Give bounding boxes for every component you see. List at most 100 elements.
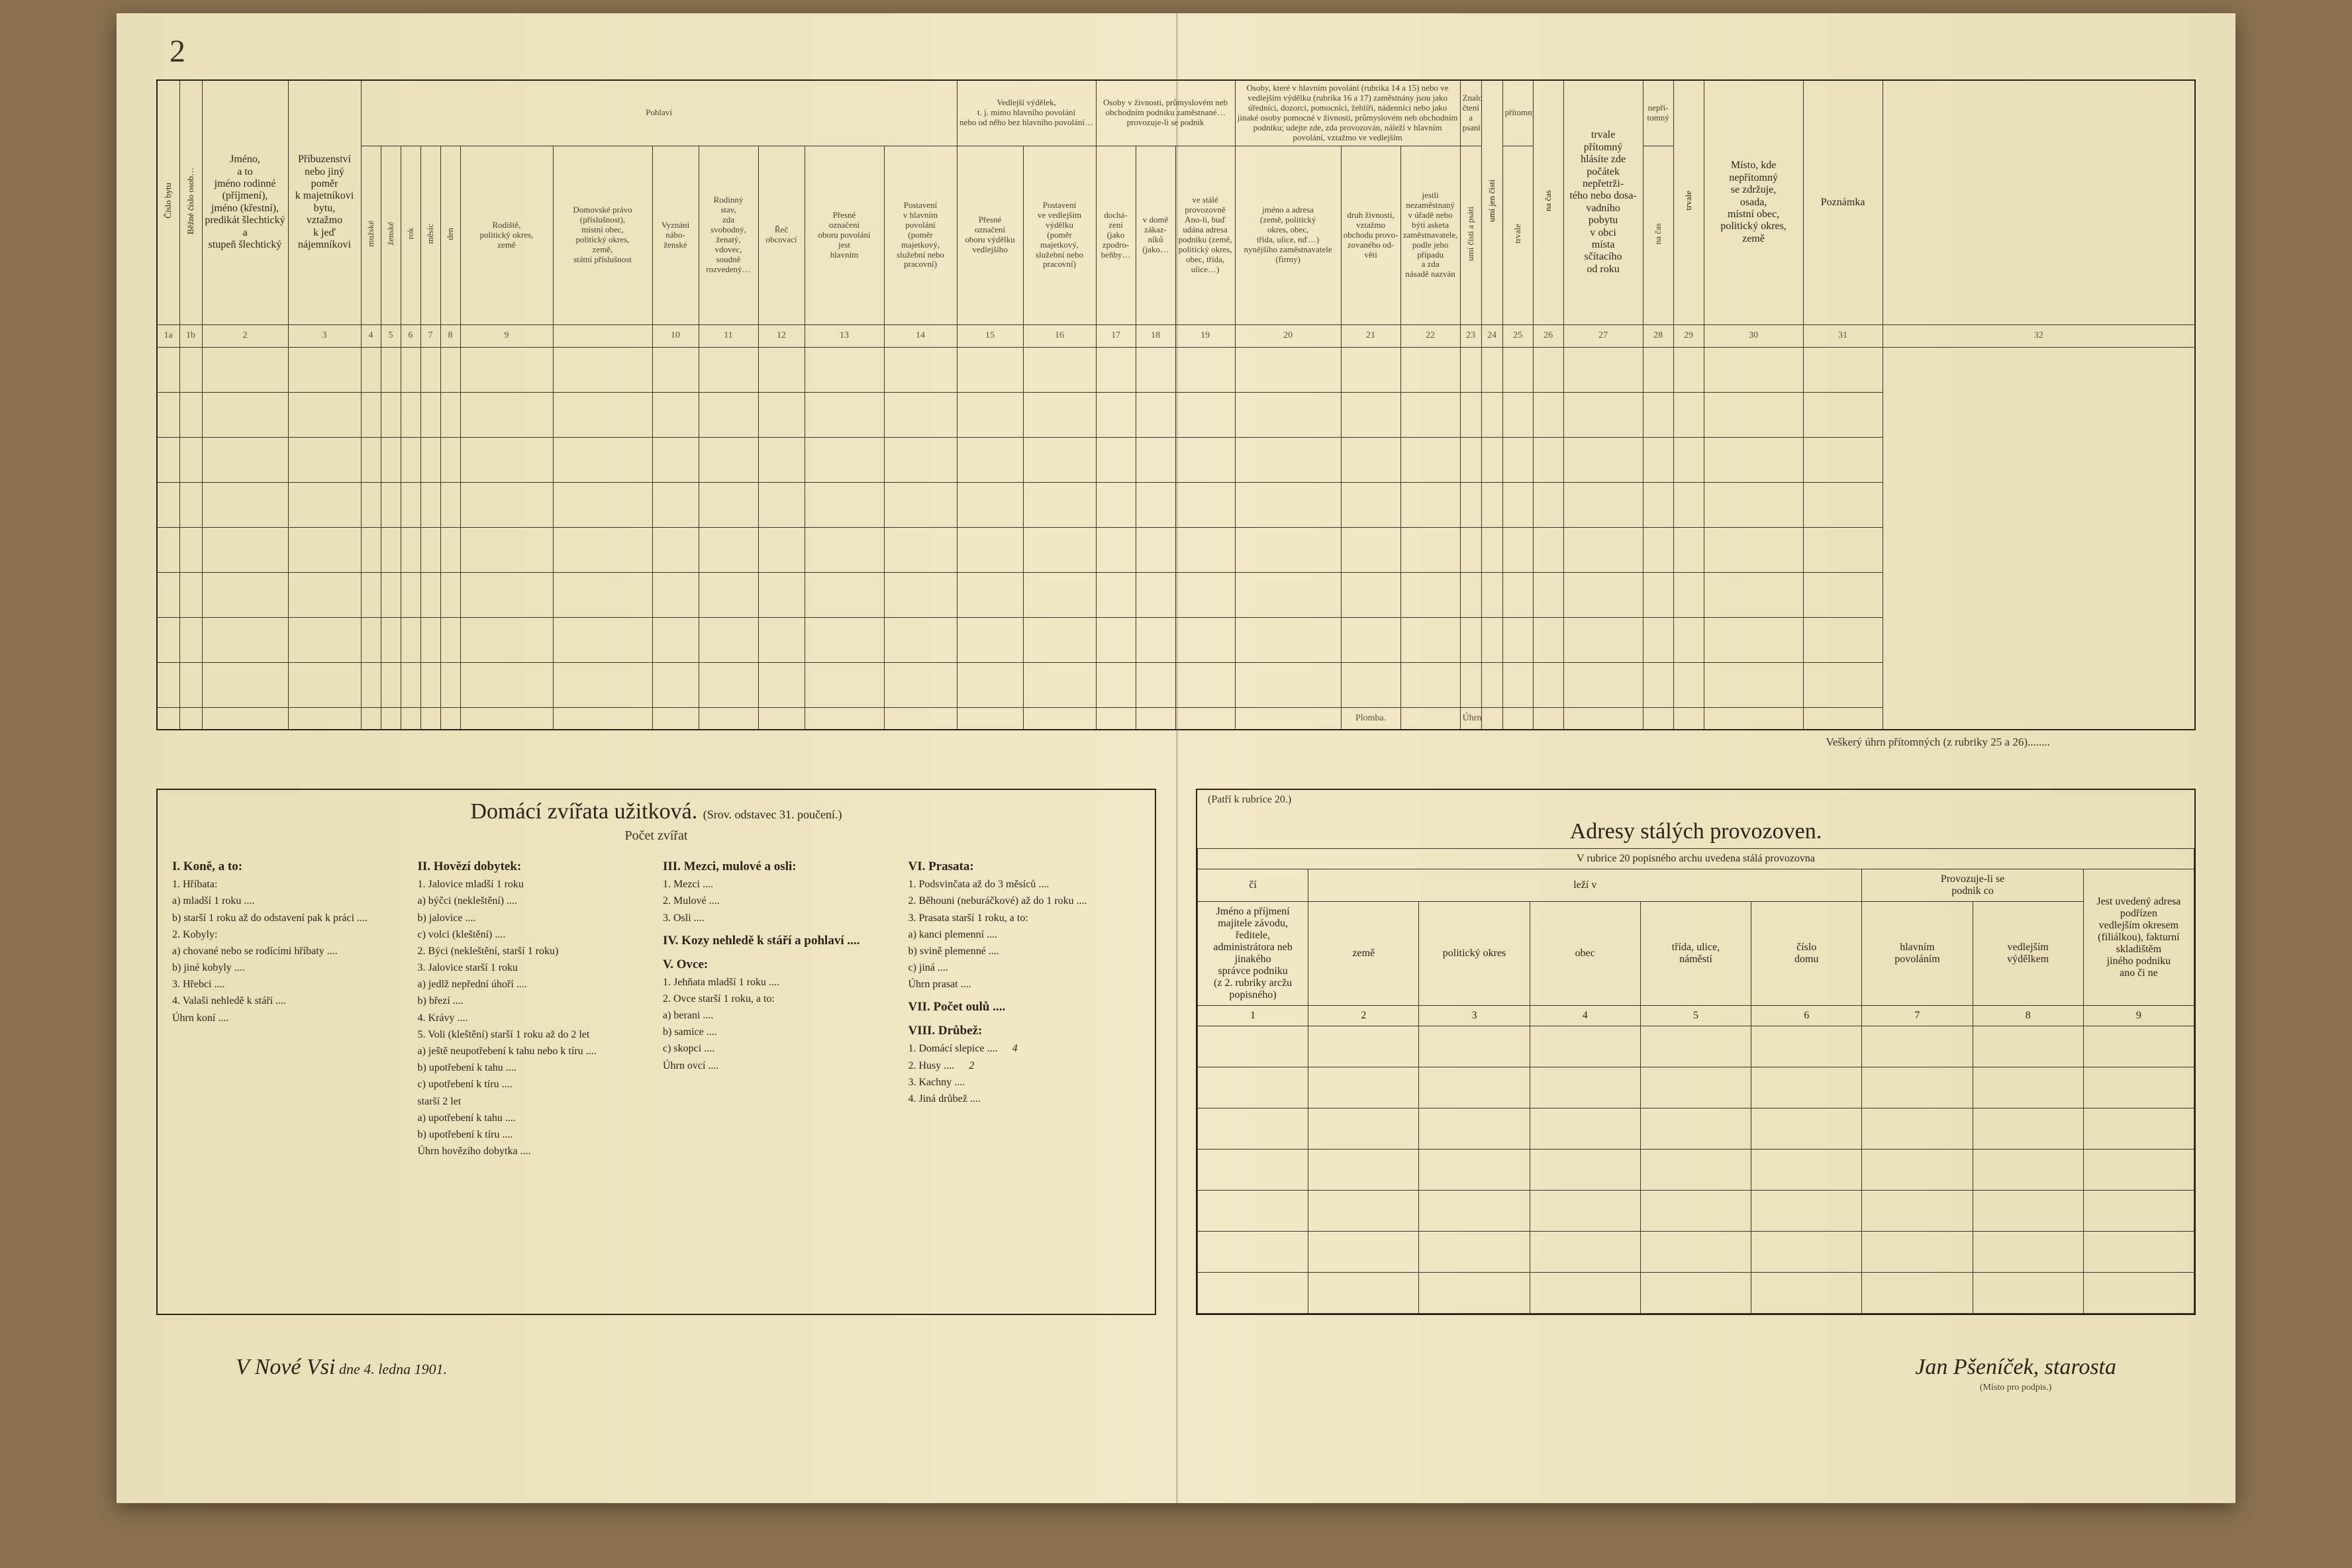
column-number: 3 <box>288 324 361 347</box>
column-number: 15 <box>957 324 1023 347</box>
livestock-line: c) volci (kleštění) .... <box>418 928 650 941</box>
column-number: 14 <box>884 324 957 347</box>
column-number: 8 <box>440 324 460 347</box>
livestock-line: b) jiné kobyly .... <box>172 961 405 974</box>
column-number <box>553 324 652 347</box>
livestock-line: b) březí .... <box>418 995 650 1007</box>
livestock-line: 2. Husy ....2 <box>908 1059 1141 1072</box>
livestock-columns: I. Koně, a to:1. Hříbata:a) mladší 1 rok… <box>158 850 1155 1175</box>
table-row <box>1198 1026 2194 1067</box>
livestock-value: 2 <box>954 1059 974 1072</box>
livestock-line: b) upotřebení k tíru .... <box>418 1128 650 1141</box>
column-header: mužské <box>361 146 381 324</box>
column-number: 7 <box>420 324 440 347</box>
column-number: 32 <box>1883 324 2195 347</box>
addresses-group: leží v <box>1308 869 1862 902</box>
column-header: Postavení v hlavním povolání (poměr maje… <box>884 146 957 324</box>
livestock-line: a) ještě neupotřebení k tahu nebo k tíru… <box>418 1045 650 1057</box>
livestock-line: 1. Mezci .... <box>663 878 895 891</box>
column-header: Příbuzenství nebo jiný poměr k majetníko… <box>288 80 361 324</box>
addresses-colnum: 2 <box>1308 1006 1419 1026</box>
column-header: umí čísti a psáti <box>1460 146 1481 324</box>
column-header: jméno a adresa (země, politický okres, o… <box>1235 146 1341 324</box>
table-row <box>1198 1191 2194 1232</box>
livestock-line: 1. Domácí slepice ....4 <box>908 1042 1141 1055</box>
addresses-colnum: 1 <box>1198 1006 1308 1026</box>
column-number: 9 <box>460 324 553 347</box>
column-group: nepří- tomný <box>1643 80 1673 146</box>
column-number: 1b <box>179 324 202 347</box>
livestock-line: 2. Ovce starší 1 roku, a to: <box>663 993 895 1005</box>
column-number: 31 <box>1803 324 1883 347</box>
table-row <box>1198 1273 2194 1314</box>
livestock-section: VII. Počet oulů .... <box>908 1000 1141 1014</box>
column-number: 4 <box>361 324 381 347</box>
livestock-column: III. Mezci, mulové a osli:1. Mezci ....2… <box>656 850 902 1161</box>
column-group: Znalost čtení a psaní <box>1460 80 1481 146</box>
livestock-column: II. Hovězí dobytek:1. Jalovice mladší 1 … <box>411 850 657 1161</box>
column-number: 25 <box>1502 324 1533 347</box>
addresses-note: (Patří k rubrice 20.) <box>1208 794 1291 806</box>
column-number: 30 <box>1704 324 1803 347</box>
livestock-line: a) chované nebo se rodícími hříbaty .... <box>172 945 405 957</box>
column-group: Vedlejší výdělek, t. j. mimo hlavního po… <box>957 80 1096 146</box>
page-number: 2 <box>170 33 185 70</box>
addresses-table: V rubrice 20 popisného archu uvedena stá… <box>1197 848 2194 1314</box>
livestock-line: 2. Býci (nekleštění, starší 1 roku) <box>418 945 650 957</box>
table-row <box>1198 1067 2194 1108</box>
column-number: 12 <box>758 324 805 347</box>
column-header: dochá- zení (jako zpodro- beňby… <box>1096 146 1136 324</box>
column-header: trvale <box>1673 80 1704 324</box>
signature-place: V Nové Vsi <box>236 1355 335 1379</box>
addresses-colnum: 3 <box>1419 1006 1530 1026</box>
column-header: Jméno, a to jméno rodinné (příjmení), jm… <box>202 80 288 324</box>
addresses-group: Provozuje-li se podnik co <box>1862 869 2083 902</box>
livestock-line: 3. Osli .... <box>663 912 895 924</box>
column-header: Místo, kde nepřítomný se zdržuje, osada,… <box>1704 80 1803 324</box>
column-header: Přesné označení oboru povolání jest hlav… <box>805 146 884 324</box>
column-number: 27 <box>1563 324 1643 347</box>
livestock-line: 2. Kobyly: <box>172 928 405 941</box>
livestock-section: II. Hovězí dobytek: <box>418 859 650 874</box>
column-header: Řeč obcovací <box>758 146 805 324</box>
livestock-line: b) upotřebení k tahu .... <box>418 1061 650 1074</box>
livestock-line: a) kanci plemenní .... <box>908 928 1141 941</box>
livestock-line: 4. Jiná drůbež .... <box>908 1093 1141 1105</box>
addresses-title: Adresy stálých provozoven. <box>1197 810 2194 848</box>
column-header: Rodinný stav, zda svobodný, ženatý, vdov… <box>699 146 758 324</box>
column-number: 5 <box>381 324 401 347</box>
livestock-line: a) upotřebení k tahu .... <box>418 1112 650 1124</box>
signature-left: V Nové Vsi dne 4. ledna 1901. <box>236 1355 447 1393</box>
column-header: Rodiště, politický okres, země <box>460 146 553 324</box>
column-header: umí jen čísti <box>1481 80 1502 324</box>
page-fold <box>1176 13 1178 1503</box>
livestock-column: I. Koně, a to:1. Hříbata:a) mladší 1 rok… <box>166 850 411 1161</box>
livestock-line: 3. Prasata starší 1 roku, a to: <box>908 912 1141 924</box>
livestock-panel: Domácí zvířata užitková. (Srov. odstavec… <box>156 789 1156 1315</box>
column-header: Domovské právo (příslušnost), místní obe… <box>553 146 652 324</box>
livestock-column: VI. Prasata:1. Podsvinčata až do 3 měsíc… <box>902 850 1148 1161</box>
column-number: 17 <box>1096 324 1136 347</box>
signature-date: dne 4. ledna 1901. <box>339 1361 447 1377</box>
column-header: den <box>440 146 460 324</box>
livestock-line: 3. Hřebci .... <box>172 978 405 991</box>
column-header: Přesné označení oboru výdělku vedlejšího <box>957 146 1023 324</box>
column-header: měsíc <box>420 146 440 324</box>
livestock-line: 4. Valaši nehledě k stáří .... <box>172 995 405 1007</box>
column-header: na čas <box>1533 80 1563 324</box>
column-number: 23 <box>1460 324 1481 347</box>
livestock-line: a) berani .... <box>663 1009 895 1022</box>
livestock-line: 2. Běhouni (neburáčkové) až do 1 roku ..… <box>908 895 1141 907</box>
livestock-line: Úhrn prasat .... <box>908 978 1141 991</box>
column-number: 26 <box>1533 324 1563 347</box>
column-header: v domě zákaz- níků (jako… <box>1136 146 1175 324</box>
column-header: trvale přítomný hlásíte zde počátek nepř… <box>1563 80 1643 324</box>
addresses-col: politický okres <box>1419 902 1530 1006</box>
livestock-line: 1. Jehňata mladší 1 roku .... <box>663 976 895 989</box>
column-group: Pohlaví <box>361 80 957 146</box>
livestock-line: 2. Mulové .... <box>663 895 895 907</box>
livestock-section: IV. Kozy nehledě k stáří a pohlaví .... <box>663 934 895 948</box>
addresses-col: obec <box>1530 902 1640 1006</box>
column-number: 13 <box>805 324 884 347</box>
column-header: rok <box>401 146 420 324</box>
